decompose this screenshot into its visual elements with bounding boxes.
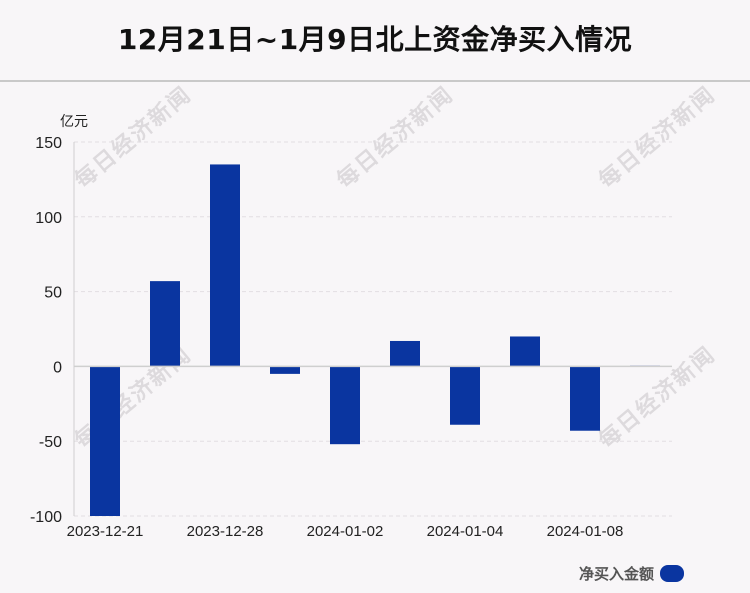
bar-2024-01-05 <box>510 336 540 367</box>
bar-2023-12-22 <box>150 281 180 367</box>
y-tick-label: -100 <box>30 509 62 526</box>
bar-2024-01-02 <box>330 366 360 445</box>
bar-2024-01-08 <box>570 366 600 431</box>
bar-2023-12-29 <box>270 366 300 374</box>
x-tick-label: 2024-01-08 <box>547 523 624 540</box>
chart-title: 12月21日~1月9日北上资金净买入情况 <box>117 23 633 56</box>
y-tick-label: 150 <box>35 135 62 152</box>
bar-2023-12-28 <box>210 164 240 367</box>
bar-2024-01-03 <box>390 340 420 367</box>
bar-2024-01-04 <box>450 366 480 425</box>
y-tick-label: 50 <box>44 285 62 302</box>
y-tick-label: 0 <box>53 359 62 376</box>
legend[interactable]: 净买入金额 <box>579 563 684 584</box>
y-axis-unit: 亿元 <box>60 114 88 130</box>
x-tick-label: 2023-12-28 <box>187 523 264 540</box>
x-tick-label: 2024-01-04 <box>427 523 504 540</box>
y-tick-label: -50 <box>39 434 62 451</box>
x-tick-label: 2024-01-02 <box>307 523 384 540</box>
bar-2023-12-21 <box>90 366 120 516</box>
title-divider <box>0 80 750 82</box>
legend-label: 净买入金额 <box>578 565 654 583</box>
legend-swatch <box>660 565 684 582</box>
y-tick-label: 100 <box>35 210 62 227</box>
x-tick-label: 2023-12-21 <box>67 523 144 540</box>
